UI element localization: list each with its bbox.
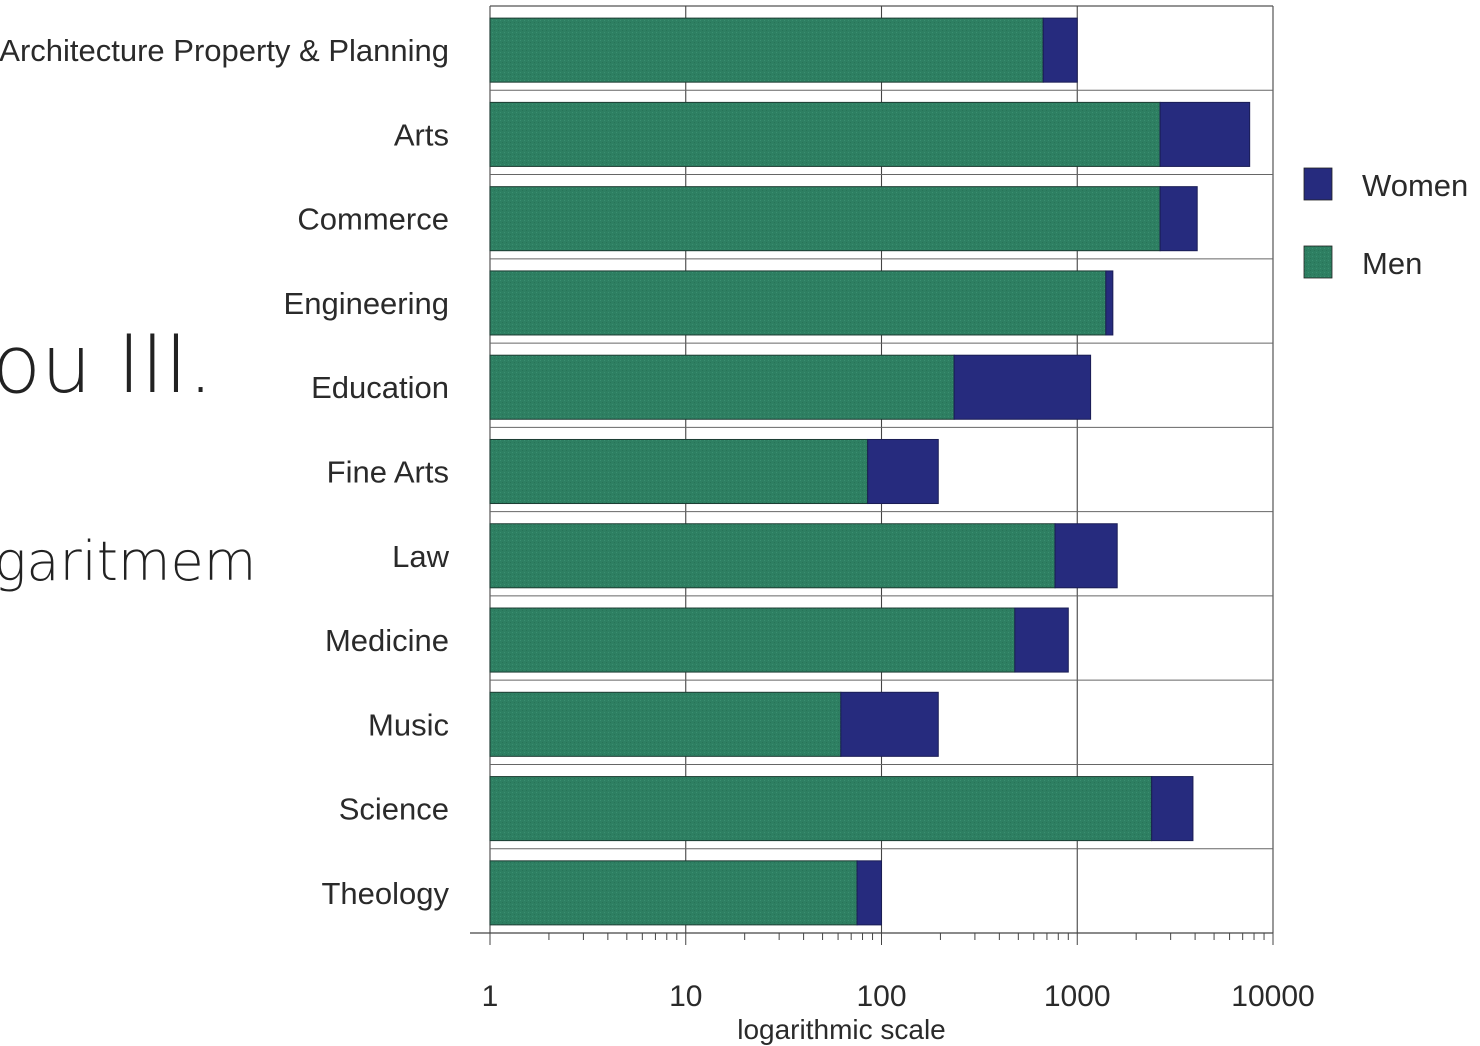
bar-men: [489, 776, 1153, 842]
category-label: Arts: [394, 117, 449, 152]
legend-label-men: Men: [1362, 246, 1422, 281]
bar-women: [1014, 607, 1069, 673]
x-tick-label: 10000: [1231, 980, 1314, 1013]
bar-men: [489, 860, 858, 926]
bar-men: [489, 186, 1161, 252]
bar-men: [489, 438, 869, 505]
bar-men: [489, 607, 1016, 673]
x-tick-label: 1: [482, 980, 499, 1013]
bar-women: [1105, 270, 1114, 336]
category-label: Commerce: [297, 202, 449, 237]
bar-women: [1159, 186, 1198, 252]
bar-women: [1042, 17, 1078, 83]
slide-title-fragment: ou III.: [0, 318, 214, 411]
slide-body-fragment: garitmem: [0, 530, 257, 593]
bar-women: [867, 438, 939, 505]
bar-women: [840, 691, 939, 757]
category-label: Law: [392, 539, 449, 574]
bar-women: [1054, 523, 1118, 589]
x-tick-label: 1000: [1044, 980, 1111, 1013]
bar-women: [953, 354, 1092, 420]
x-axis-title: logarithmic scale: [737, 1014, 946, 1045]
category-label: Medicine: [325, 623, 449, 658]
bar-men: [489, 270, 1107, 336]
x-tick-label: 100: [856, 980, 906, 1013]
category-label: Music: [368, 707, 449, 742]
legend-swatch-women: [1303, 167, 1333, 201]
bar-men: [489, 354, 955, 420]
bar-women: [1151, 776, 1194, 842]
bar-men: [489, 523, 1056, 589]
category-label: Architecture Property & Planning: [0, 33, 449, 68]
bar-women: [1159, 101, 1251, 167]
bar-women: [856, 860, 882, 926]
legend-swatch-men: [1303, 245, 1333, 279]
category-label: Education: [311, 370, 449, 405]
bar-men: [489, 101, 1161, 167]
category-label: Fine Arts: [327, 455, 449, 490]
legend-label-women: Women: [1362, 168, 1468, 203]
category-label: Theology: [321, 876, 449, 911]
bar-men: [489, 691, 842, 757]
x-tick-label: 10: [669, 980, 702, 1013]
bar-men: [489, 17, 1044, 83]
category-label: Science: [339, 792, 449, 827]
category-label: Engineering: [284, 286, 449, 321]
